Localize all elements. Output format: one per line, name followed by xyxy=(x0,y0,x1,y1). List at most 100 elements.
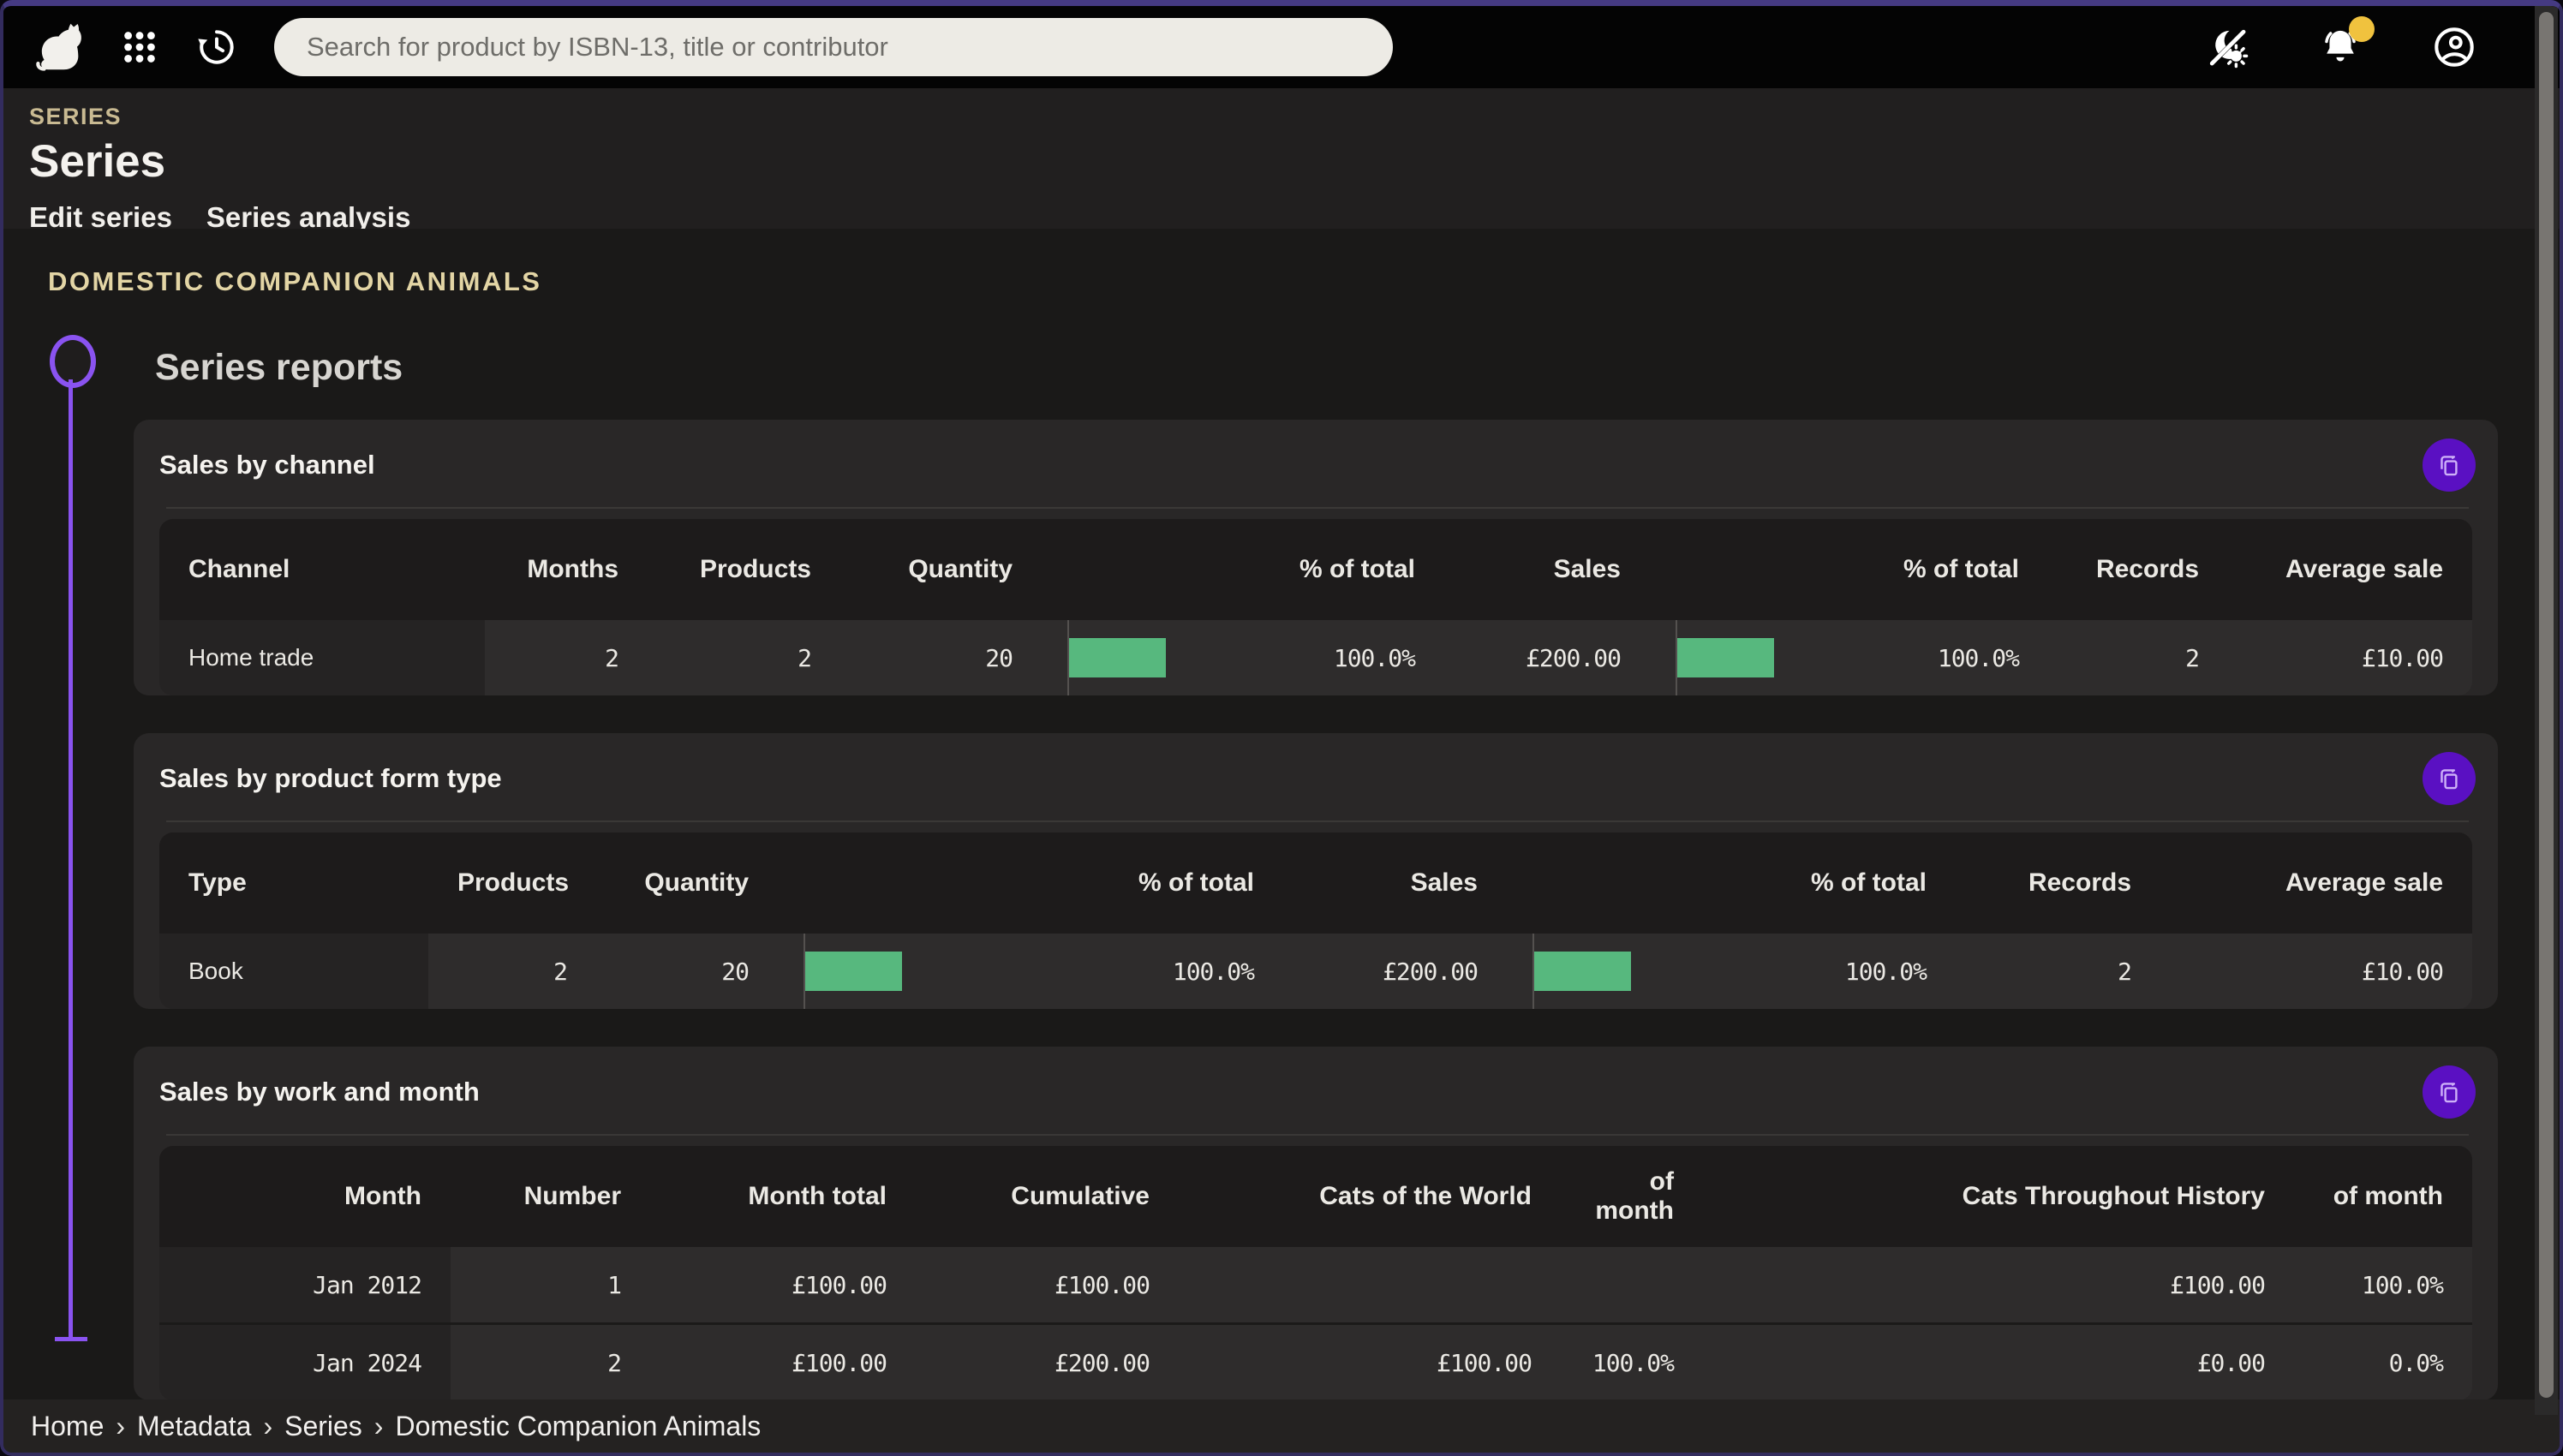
history-icon[interactable] xyxy=(195,26,238,69)
column-header: Channel xyxy=(159,519,485,620)
column-header: Products xyxy=(428,832,596,934)
table-row: Home trade2220100.0%£200.00100.0%2£10.00 xyxy=(159,620,2472,695)
breadcrumb-separator: › xyxy=(374,1411,384,1442)
percent-bar xyxy=(1534,952,1631,991)
column-header: Sales xyxy=(1444,519,1650,620)
page-header: SERIES Series Edit series Series analysi… xyxy=(3,88,2560,229)
table-cell xyxy=(1561,1247,1703,1324)
table-cell: 1 xyxy=(451,1247,650,1324)
series-name-heading: DOMESTIC COMPANION ANIMALS xyxy=(3,229,2560,297)
breadcrumb-item[interactable]: Series xyxy=(284,1411,362,1442)
column-header: Average sale xyxy=(2228,519,2472,620)
timeline-node-circle xyxy=(50,335,96,388)
card-header: Sales by product form type xyxy=(134,733,2498,820)
table-cell: 20 xyxy=(596,934,778,1009)
table-cell: £200.00 xyxy=(1444,620,1650,695)
cat-logo-icon[interactable] xyxy=(36,23,84,71)
column-header: Quantity xyxy=(596,832,778,934)
account-icon[interactable] xyxy=(2431,24,2477,70)
table-cell: 100.0% xyxy=(778,934,1283,1009)
table-cell: 2 xyxy=(2048,620,2228,695)
card-header: Sales by work and month xyxy=(134,1047,2498,1134)
card-title: Sales by work and month xyxy=(159,1077,480,1107)
notification-dot xyxy=(2349,16,2375,42)
table-cell: £100.00 xyxy=(916,1247,1179,1324)
table-cell: 2 xyxy=(485,620,648,695)
table-cell: £100.00 xyxy=(650,1247,916,1324)
table-cell: 2 xyxy=(451,1324,650,1401)
column-header: Type xyxy=(159,832,428,934)
percent-bar xyxy=(1677,638,1774,677)
card-divider xyxy=(166,507,2469,509)
table-row: Book220100.0%£200.00100.0%2£10.00 xyxy=(159,934,2472,1009)
table-cell: 0.0% xyxy=(2294,1324,2472,1401)
table-row: Jan 20121£100.00£100.00£100.00100.0% xyxy=(159,1247,2472,1324)
table-header-row: ChannelMonthsProductsQuantity% of totalS… xyxy=(159,519,2472,620)
table-header-row: TypeProductsQuantity% of totalSales% of … xyxy=(159,832,2472,934)
column-header: Quantity xyxy=(840,519,1042,620)
breadcrumb-item[interactable]: Metadata xyxy=(137,1411,251,1442)
column-header: of month xyxy=(1561,1146,1703,1247)
table-cell: 20 xyxy=(840,620,1042,695)
scrollbar-thumb[interactable] xyxy=(2539,12,2554,1398)
apps-grid-icon[interactable] xyxy=(120,27,159,67)
cell-value: 100.0% xyxy=(1938,644,2019,672)
eyebrow-label: SERIES xyxy=(29,104,2560,130)
column-header: Months xyxy=(485,519,648,620)
table-cell: £0.00 xyxy=(1703,1324,2294,1401)
table-cell: Jan 2012 xyxy=(159,1247,451,1324)
table-cell: 100.0% xyxy=(2294,1247,2472,1324)
table-cell: 2 xyxy=(1956,934,2160,1009)
report-card: Sales by product form type TypeProductsQu… xyxy=(134,733,2498,1009)
table-cell: Book xyxy=(159,934,428,1009)
cell-value: 100.0% xyxy=(1173,958,1254,986)
table-cell xyxy=(1179,1247,1561,1324)
column-header: Number xyxy=(451,1146,650,1247)
timeline-line xyxy=(69,379,73,1337)
table-cell: £100.00 xyxy=(650,1324,916,1401)
column-header: % of total xyxy=(1042,519,1444,620)
report-table: TypeProductsQuantity% of totalSales% of … xyxy=(159,832,2472,1009)
card-divider xyxy=(166,1134,2469,1136)
breadcrumb-separator: › xyxy=(263,1411,272,1442)
table-cell: £10.00 xyxy=(2160,934,2472,1009)
app-window: SERIES Series Edit series Series analysi… xyxy=(0,0,2563,1456)
table-cell: £10.00 xyxy=(2228,620,2472,695)
table-cell: £200.00 xyxy=(916,1324,1179,1401)
section-title: Series reports xyxy=(155,347,2560,389)
column-header: Cats of the World xyxy=(1179,1146,1561,1247)
cell-value: 100.0% xyxy=(1334,644,1415,672)
column-header: % of total xyxy=(1650,519,2048,620)
cell-value: 100.0% xyxy=(1845,958,1927,986)
card-divider xyxy=(166,820,2469,822)
copy-table-button[interactable] xyxy=(2423,752,2476,805)
timeline-end-cap xyxy=(55,1337,87,1341)
table-cell: £200.00 xyxy=(1283,934,1507,1009)
column-header: Sales xyxy=(1283,832,1507,934)
table-header-row: MonthNumberMonth totalCumulativeCats of … xyxy=(159,1146,2472,1247)
column-header: Records xyxy=(2048,519,2228,620)
report-table: ChannelMonthsProductsQuantity% of totalS… xyxy=(159,519,2472,695)
search-input[interactable] xyxy=(274,18,1393,76)
theme-toggle-icon[interactable] xyxy=(2205,25,2249,69)
page-title: Series xyxy=(29,135,2560,188)
breadcrumb-item: Domestic Companion Animals xyxy=(395,1411,761,1442)
copy-table-button[interactable] xyxy=(2423,439,2476,492)
table-cell: 2 xyxy=(428,934,596,1009)
percent-bar xyxy=(1069,638,1166,677)
copy-table-button[interactable] xyxy=(2423,1065,2476,1119)
table-cell: £100.00 xyxy=(1703,1247,2294,1324)
column-header: % of total xyxy=(1507,832,1956,934)
scrollbar-track[interactable] xyxy=(2535,6,2558,1415)
table-row: Jan 20242£100.00£200.00£100.00100.0%£0.0… xyxy=(159,1324,2472,1401)
report-card: Sales by work and month MonthNumberMonth … xyxy=(134,1047,2498,1400)
table-cell: 2 xyxy=(648,620,840,695)
breadcrumb-item[interactable]: Home xyxy=(31,1411,104,1442)
column-header: Average sale xyxy=(2160,832,2472,934)
notifications xyxy=(2318,25,2363,69)
topbar-actions xyxy=(2205,24,2560,70)
column-header: Records xyxy=(1956,832,2160,934)
card-header: Sales by channel xyxy=(134,420,2498,507)
breadcrumb-separator: › xyxy=(116,1411,125,1442)
column-header: % of total xyxy=(778,832,1283,934)
